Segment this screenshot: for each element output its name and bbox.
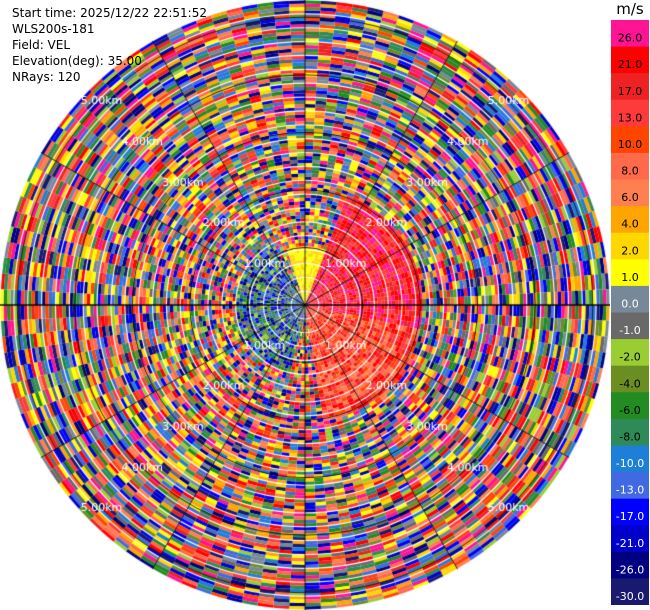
colorbar-swatch — [611, 551, 649, 579]
colorbar-tick-label: -2.0 — [619, 351, 640, 364]
colorbar-tick-label: 4.0 — [621, 218, 639, 231]
colorbar-swatch — [611, 445, 649, 473]
colorbar-tick-label: -30.0 — [616, 590, 644, 603]
colorbar-tick-label: -8.0 — [619, 430, 640, 443]
colorbar-swatch — [611, 339, 649, 367]
colorbar-tick-label: 6.0 — [621, 191, 639, 204]
colorbar-swatch — [611, 179, 649, 207]
colorbar-swatch — [611, 73, 649, 101]
colorbar-swatch — [611, 232, 649, 260]
colorbar-tick-label: 0.0 — [621, 298, 639, 311]
colorbar-swatch — [611, 365, 649, 393]
colorbar-swatch — [611, 152, 649, 181]
colorbar-swatch — [611, 46, 649, 74]
colorbar: 26.0 21.0 17.0 13.0 10.0 8.0 6.0 4.0 2.0 1.0 0.0 -1… — [611, 20, 649, 605]
colorbar-unit-label: m/s — [616, 0, 644, 18]
colorbar-tick-label: -1.0 — [619, 324, 640, 337]
colorbar-tick-label: -10.0 — [616, 457, 644, 470]
colorbar-swatch — [611, 578, 649, 605]
colorbar-tick-label: -4.0 — [619, 377, 640, 390]
colorbar-swatch — [611, 498, 649, 526]
colorbar-swatch — [611, 312, 649, 340]
colorbar-swatch — [611, 392, 649, 420]
elevation-label: Elevation(deg): 35.00 — [12, 54, 142, 68]
colorbar-swatch — [611, 99, 649, 127]
colorbar-swatch — [611, 525, 649, 553]
colorbar-swatch — [611, 126, 649, 154]
colorbar-tick-label: -21.0 — [616, 537, 644, 550]
start-time-label: Start time: 2025/12/22 22:51:52 — [12, 6, 207, 20]
colorbar-tick-label: 10.0 — [618, 138, 643, 151]
colorbar-tick-label: -17.0 — [616, 510, 644, 523]
colorbar-tick-label: 17.0 — [618, 85, 643, 98]
colorbar-tick-label: -26.0 — [616, 563, 644, 576]
colorbar-swatch — [611, 20, 649, 48]
nrays-label: NRays: 120 — [12, 70, 81, 84]
colorbar-tick-label: 1.0 — [621, 271, 639, 284]
colorbar-swatch — [611, 472, 649, 500]
colorbar-tick-label: -6.0 — [619, 404, 640, 417]
device-label: WLS200s-181 — [12, 22, 95, 36]
colorbar-swatch — [611, 418, 649, 446]
colorbar-swatch — [611, 285, 649, 313]
colorbar-tick-label: -13.0 — [616, 484, 644, 497]
colorbar-tick-label: 2.0 — [621, 244, 639, 257]
colorbar-swatch — [611, 259, 649, 287]
colorbar-tick-label: 8.0 — [621, 165, 639, 178]
ppi-plot — [0, 0, 610, 610]
colorbar-tick-label: 13.0 — [618, 111, 643, 124]
field-label: Field: VEL — [12, 38, 71, 52]
plot-info: Start time: 2025/12/22 22:51:52 WLS200s-… — [12, 5, 207, 85]
colorbar-tick-label: 21.0 — [618, 58, 643, 71]
colorbar-swatch — [611, 206, 649, 234]
colorbar-tick-label: 26.0 — [618, 32, 643, 45]
